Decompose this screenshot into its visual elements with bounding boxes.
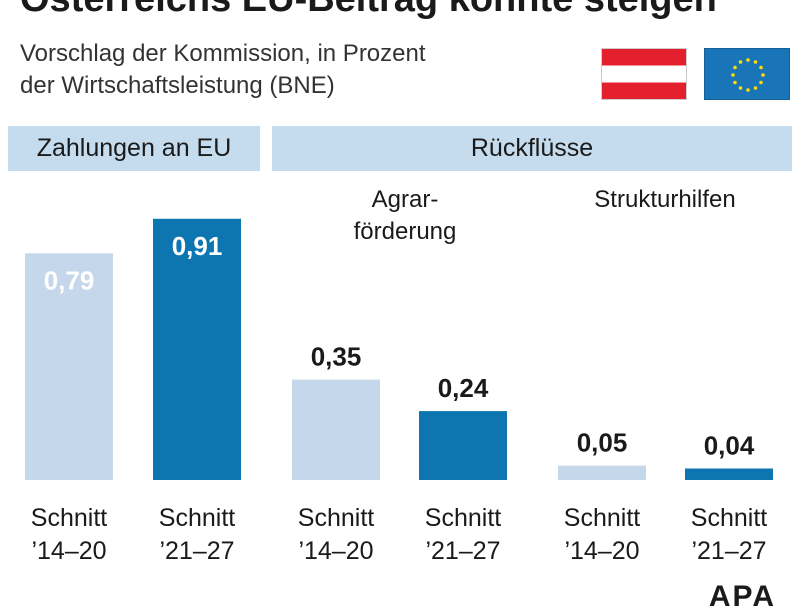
category-label-6-line-1: Schnitt [690, 504, 768, 532]
page-title: Österreichs EU-Beitrag könnte steigen [20, 0, 717, 21]
eu-star [759, 65, 763, 70]
eu-star [733, 65, 737, 70]
eu-star [761, 73, 765, 77]
category-label-5-line-2: ’14–20 [564, 537, 640, 565]
category-label-5-line-1: Schnitt [563, 504, 641, 532]
category-label-1-line-2: ’14–20 [31, 537, 107, 565]
bar-6 [685, 468, 773, 480]
value-label-6: 0,04 [704, 431, 755, 461]
value-label-2: 0,91 [172, 231, 223, 261]
bar-5 [558, 465, 646, 480]
band-returns: Rückflüsse [272, 126, 792, 171]
bar-chart: 0,79 0,91 0,35 0,24 0,05 0,04 [25, 218, 773, 481]
eu-star [753, 86, 758, 90]
value-label-5: 0,05 [577, 428, 628, 458]
eu-star [733, 80, 737, 85]
eu-star [731, 73, 735, 77]
eu-star [753, 60, 758, 64]
eu-star [738, 86, 743, 90]
eu-flag-icon [704, 48, 790, 100]
bar-4 [419, 411, 507, 480]
bar-2 [153, 218, 241, 481]
subtitle: Vorschlag der Kommission, in Prozent der… [20, 38, 426, 102]
group-label-agrar-line-1: Agrar- [371, 186, 439, 213]
category-label-6: Schnitt ’21–27 [664, 502, 794, 568]
category-label-4-line-2: ’21–27 [425, 537, 501, 565]
group-label-struktur: Strukturhilfen [594, 186, 736, 213]
category-label-6-line-2: ’21–27 [691, 537, 767, 565]
bar-1 [25, 253, 113, 480]
category-label-4-line-1: Schnitt [424, 504, 502, 532]
subtitle-line-2: der Wirtschaftsleistung (BNE) [20, 72, 335, 99]
category-label-2-line-1: Schnitt [158, 504, 236, 532]
value-label-4: 0,24 [438, 373, 489, 403]
austria-flag-icon [601, 48, 687, 100]
value-label-3: 0,35 [311, 342, 362, 372]
category-label-3: Schnitt ’14–20 [271, 502, 401, 568]
eu-star [746, 88, 750, 92]
bar-3 [292, 379, 380, 480]
eu-star [759, 80, 763, 85]
group-label-agrar: Agrar- förderung [330, 184, 480, 248]
category-label-3-line-2: ’14–20 [298, 537, 374, 565]
category-label-3-line-1: Schnitt [297, 504, 375, 532]
eu-star [738, 60, 743, 64]
group-label-agrar-line-2: förderung [353, 218, 457, 245]
category-label-2: Schnitt ’21–27 [132, 502, 262, 568]
apa-logo: APA [708, 580, 776, 613]
eu-star [746, 58, 750, 62]
category-label-4: Schnitt ’21–27 [398, 502, 528, 568]
value-label-1: 0,79 [44, 265, 95, 295]
eu-stars [731, 58, 765, 92]
category-label-5: Schnitt ’14–20 [537, 502, 667, 568]
category-label-2-line-2: ’21–27 [159, 537, 235, 565]
band-payments: Zahlungen an EU [8, 126, 260, 171]
category-label-1-line-1: Schnitt [30, 504, 108, 532]
subtitle-line-1: Vorschlag der Kommission, in Prozent [20, 40, 426, 67]
category-label-1: Schnitt ’14–20 [4, 502, 134, 568]
